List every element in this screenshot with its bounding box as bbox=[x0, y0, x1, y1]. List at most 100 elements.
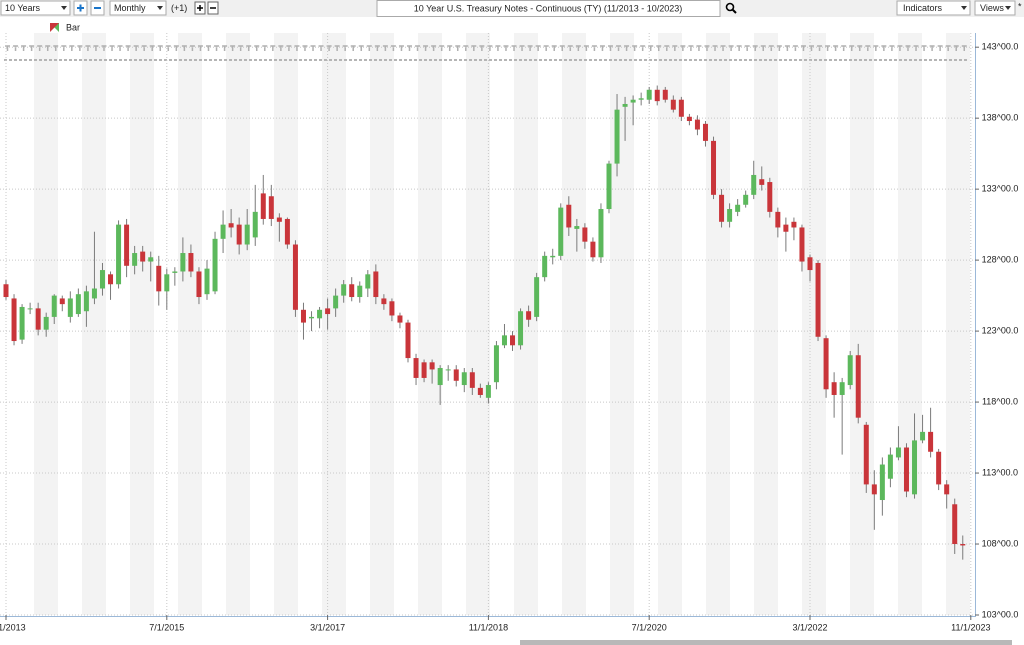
candle-body bbox=[196, 271, 202, 298]
candle-body bbox=[558, 207, 564, 256]
stripe bbox=[706, 33, 730, 615]
candle-body bbox=[622, 103, 628, 107]
session-marker bbox=[760, 45, 766, 51]
candle-body bbox=[252, 211, 258, 238]
session-marker bbox=[953, 45, 959, 51]
candle-body bbox=[43, 316, 49, 330]
candle-body bbox=[437, 368, 443, 386]
candle-body bbox=[164, 274, 170, 292]
session-marker bbox=[929, 45, 935, 51]
candle-body bbox=[11, 298, 17, 342]
candle-body bbox=[493, 345, 499, 383]
candle-body bbox=[172, 271, 178, 273]
candle-body bbox=[791, 221, 797, 228]
stripe bbox=[178, 33, 202, 615]
candle-body bbox=[574, 226, 580, 229]
candle-body bbox=[686, 116, 692, 122]
indicators-menu[interactable] bbox=[896, 0, 971, 16]
session-marker bbox=[350, 45, 356, 51]
candle-body bbox=[928, 431, 934, 452]
candle-body bbox=[413, 358, 419, 378]
views-menu[interactable] bbox=[974, 0, 1016, 16]
y-tick-label: 108^00.0 bbox=[982, 538, 1019, 548]
candle-body bbox=[67, 298, 73, 317]
interval-select[interactable] bbox=[109, 0, 167, 16]
session-marker bbox=[624, 45, 630, 51]
candle-body bbox=[373, 271, 379, 298]
search-icon-handle bbox=[731, 8, 737, 14]
stripe bbox=[802, 33, 826, 615]
candle-body bbox=[204, 268, 210, 295]
session-marker bbox=[77, 45, 83, 51]
candle-body bbox=[132, 253, 138, 266]
session-marker bbox=[133, 45, 139, 51]
symbol-input[interactable] bbox=[376, 0, 721, 17]
session-marker bbox=[181, 45, 187, 51]
candle-body bbox=[952, 504, 958, 545]
candle-body bbox=[662, 89, 668, 100]
candle-body bbox=[381, 298, 387, 305]
dropdown-arrow bbox=[157, 6, 163, 10]
candle-body bbox=[19, 306, 25, 340]
candle-body bbox=[751, 174, 757, 195]
session-marker bbox=[913, 45, 919, 51]
scrollbar[interactable] bbox=[520, 640, 1012, 645]
session-marker bbox=[599, 45, 605, 51]
session-marker bbox=[583, 45, 589, 51]
stripe bbox=[274, 33, 298, 615]
candle-body bbox=[485, 385, 491, 398]
session-marker bbox=[278, 45, 284, 51]
period-select[interactable] bbox=[0, 0, 71, 16]
candle-body bbox=[855, 355, 861, 418]
session-marker bbox=[881, 45, 887, 51]
x-tick-label: 7/1/2015 bbox=[149, 622, 184, 632]
candle-body bbox=[292, 244, 298, 310]
stripe bbox=[82, 33, 106, 615]
candle-body bbox=[276, 217, 282, 222]
candle-body bbox=[397, 315, 403, 323]
session-marker bbox=[833, 45, 839, 51]
session-marker bbox=[109, 45, 115, 51]
session-marker bbox=[69, 45, 75, 51]
candle-body bbox=[702, 123, 708, 141]
y-tick-label: 133^00.0 bbox=[982, 184, 1019, 194]
search-icon[interactable] bbox=[725, 2, 735, 12]
candle-body bbox=[526, 311, 532, 320]
session-marker bbox=[575, 45, 581, 51]
candle-body bbox=[461, 372, 467, 386]
session-marker bbox=[672, 45, 678, 51]
dropdown-arrow bbox=[61, 6, 67, 10]
y-tick-label: 128^00.0 bbox=[982, 254, 1019, 264]
candle-body bbox=[727, 209, 733, 222]
candle-body bbox=[614, 109, 620, 164]
y-tick-label: 143^00.0 bbox=[982, 42, 1019, 52]
candle-body bbox=[638, 98, 644, 100]
candle-body bbox=[51, 295, 57, 317]
candle-body bbox=[180, 253, 186, 272]
session-marker bbox=[680, 45, 686, 51]
y-tick-label: 103^00.0 bbox=[982, 609, 1019, 619]
stripe bbox=[562, 33, 586, 615]
candle-body bbox=[783, 224, 789, 232]
plot-background bbox=[4, 33, 970, 615]
session-marker bbox=[937, 45, 943, 51]
session-marker bbox=[101, 45, 107, 51]
period-label: 10 Years bbox=[5, 3, 41, 13]
candle-body bbox=[823, 338, 829, 390]
stripe bbox=[322, 33, 346, 615]
candle-body bbox=[389, 301, 395, 316]
session-marker bbox=[551, 45, 557, 51]
candle-body bbox=[75, 294, 81, 315]
offset-label: (+1) bbox=[171, 3, 187, 13]
y-tick-label: 113^00.0 bbox=[982, 467, 1018, 477]
candle-body bbox=[124, 224, 130, 266]
candle-body bbox=[847, 355, 853, 386]
candle-body bbox=[453, 369, 459, 381]
session-marker bbox=[157, 45, 163, 51]
session-marker bbox=[736, 45, 742, 51]
session-marker bbox=[21, 45, 27, 51]
candle-body bbox=[670, 99, 676, 110]
session-marker bbox=[479, 45, 485, 51]
candle-body bbox=[421, 362, 427, 378]
session-marker bbox=[29, 45, 35, 51]
